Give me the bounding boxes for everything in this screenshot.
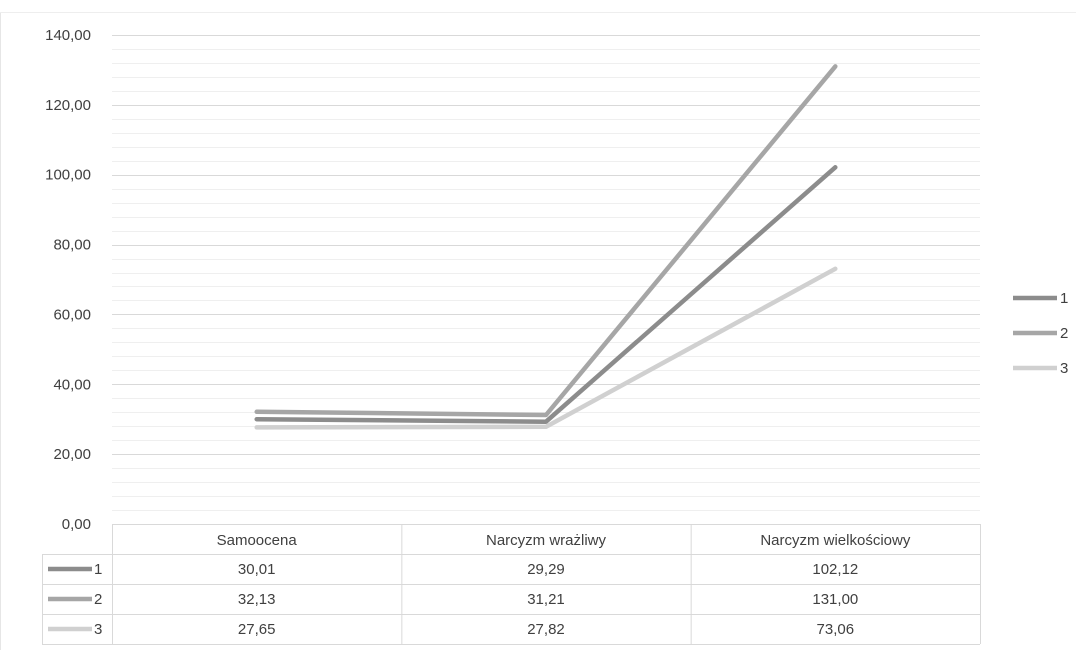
data-value-label: 30,01: [238, 561, 276, 578]
data-value-label: 27,65: [238, 621, 276, 638]
table-series-label: 1: [94, 561, 102, 578]
data-value-label: 131,00: [812, 591, 858, 608]
data-value-label: 102,12: [812, 561, 858, 578]
legend-label: 3: [1060, 360, 1068, 377]
series-lines: [254, 64, 838, 430]
grid: [112, 35, 980, 525]
y-tick-label: 140,00: [45, 27, 91, 44]
category-label: Narcyzm wielkościowy: [760, 532, 911, 549]
y-tick-label: 100,00: [45, 167, 91, 184]
y-tick-label: 80,00: [53, 237, 91, 254]
y-axis-ticks: 0,00 20,00 40,00 60,00 80,00 100,00 120,00 140,…: [45, 27, 91, 533]
table-series-label: 2: [94, 591, 102, 608]
y-tick-label: 20,00: [53, 446, 91, 463]
legend-label: 1: [1060, 290, 1068, 307]
y-tick-label: 60,00: [53, 306, 91, 323]
data-value-label: 29,29: [527, 561, 565, 578]
legend-label: 2: [1060, 325, 1068, 342]
legend: 1 2 3: [1013, 290, 1068, 377]
series-line-3: [254, 266, 838, 430]
y-tick-label: 0,00: [62, 516, 91, 533]
data-table: Samoocena Narcyzm wrażliwy Narcyzm wielkoś…: [42, 524, 981, 645]
category-label: Narcyzm wrażliwy: [486, 532, 607, 549]
y-tick-label: 40,00: [53, 376, 91, 393]
series-line-1: [254, 165, 838, 424]
y-tick-label: 120,00: [45, 97, 91, 114]
data-value-label: 73,06: [817, 621, 855, 638]
series-line-2: [254, 64, 838, 418]
category-label: Samoocena: [217, 532, 298, 549]
data-value-label: 32,13: [238, 591, 276, 608]
table-series-label: 3: [94, 621, 102, 638]
data-value-label: 27,82: [527, 621, 565, 638]
data-value-label: 31,21: [527, 591, 565, 608]
